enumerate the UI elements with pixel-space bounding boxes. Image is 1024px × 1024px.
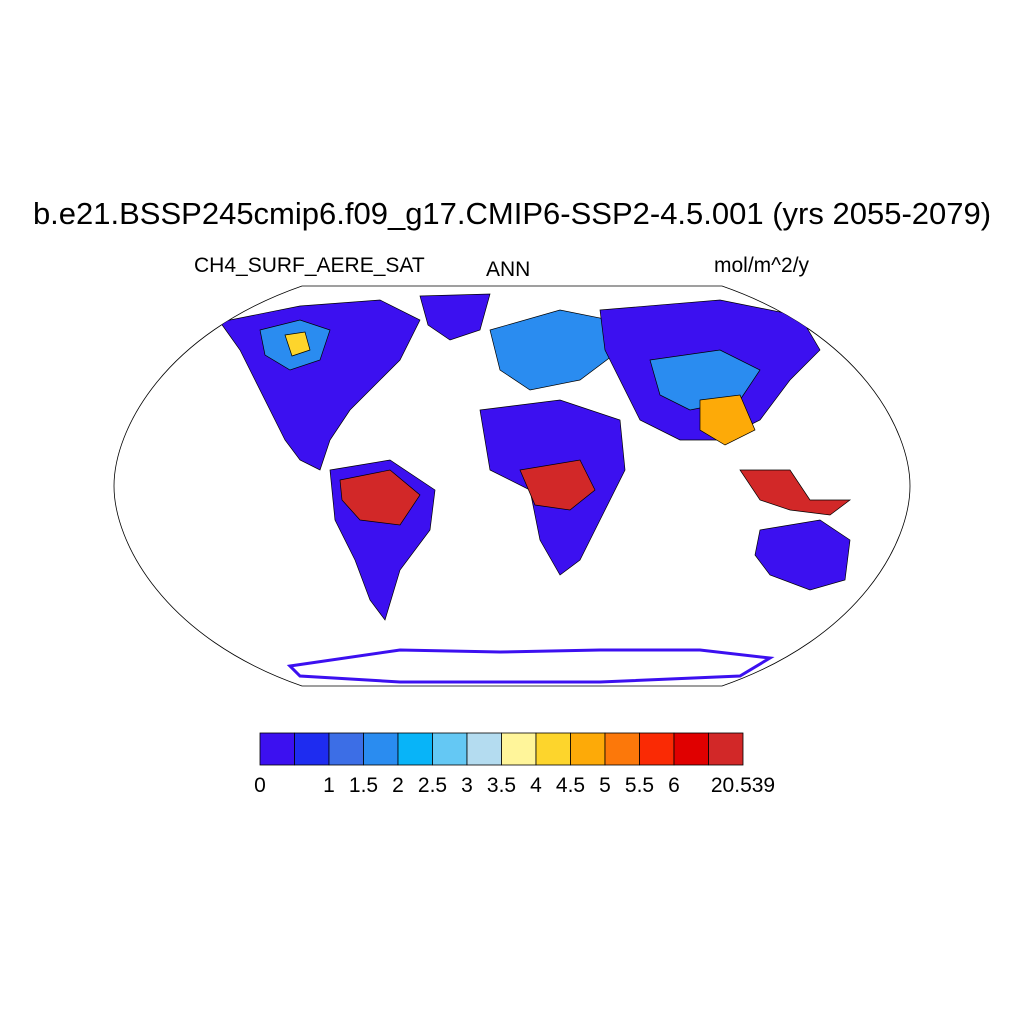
colorbar-tick-label: 20.539 — [710, 774, 776, 797]
amazon-high — [339, 469, 421, 526]
colorbar-tick-label: 2 — [392, 774, 404, 797]
colorbar-swatch — [604, 732, 640, 766]
colorbar-swatch — [466, 732, 502, 766]
colorbar-swatch — [673, 732, 709, 766]
north-america-accent — [284, 331, 311, 357]
colorbar-tick-label: 0 — [254, 774, 266, 797]
central-africa-high — [519, 459, 596, 511]
colorbar-tick-label: 5.5 — [624, 774, 655, 797]
plot-title: b.e21.BSSP245cmip6.f09_g17.CMIP6-SSP2-4.… — [32, 196, 992, 231]
units-label: mol/m^2/y — [714, 254, 810, 277]
colorbar-tick-label: 5 — [599, 774, 611, 797]
colorbar-swatch — [363, 732, 399, 766]
colorbar-swatch — [294, 732, 330, 766]
season-label: ANN — [486, 258, 531, 281]
europe — [489, 309, 621, 391]
colorbar-tick-label: 3 — [461, 774, 473, 797]
colorbar-swatch — [501, 732, 537, 766]
colorbar-tick-label: 4.5 — [555, 774, 586, 797]
colorbar-swatch — [535, 732, 571, 766]
antarctica — [286, 648, 775, 684]
colorbar-tick-label: 2.5 — [417, 774, 448, 797]
australia — [754, 519, 851, 591]
colorbar-swatch — [708, 732, 744, 766]
colorbar-tick-label: 4 — [530, 774, 542, 797]
colorbar-tick-label: 1 — [323, 774, 335, 797]
colorbar-tick-label: 3.5 — [486, 774, 517, 797]
colorbar-swatch — [328, 732, 364, 766]
colorbar-tick-label: 6 — [668, 774, 680, 797]
colorbar-swatch — [639, 732, 675, 766]
colorbar-swatch — [432, 732, 468, 766]
colorbar-swatch — [259, 732, 295, 766]
south-asia-accent — [699, 394, 756, 446]
greenland — [419, 293, 491, 341]
colorbar-swatch — [570, 732, 606, 766]
colorbar-tick-label: 1.5 — [348, 774, 379, 797]
variable-label: CH4_SURF_AERE_SAT — [194, 254, 425, 277]
maritime-southeast-asia — [739, 469, 852, 516]
colorbar-swatch — [397, 732, 433, 766]
